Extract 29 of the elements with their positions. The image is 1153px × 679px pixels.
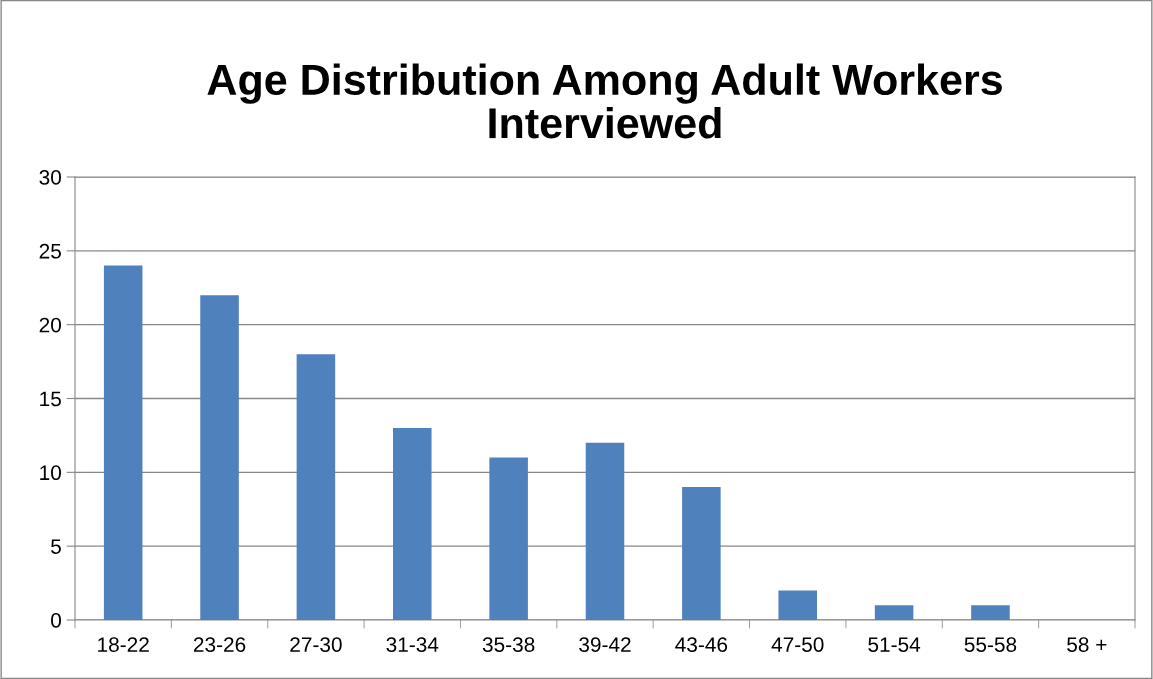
bar: [971, 605, 1010, 620]
x-tick-label: 18-22: [98, 637, 149, 652]
bar: [200, 295, 239, 620]
x-tick-label: 39-42: [579, 637, 631, 652]
bar: [874, 605, 914, 620]
x-tick-label: 51-54: [868, 637, 921, 652]
x-tick-label: 23-26: [193, 637, 246, 652]
x-tick-label: 43-46: [675, 637, 728, 652]
y-tick-label: 5: [51, 539, 61, 554]
x-tick-label: 31-34: [386, 637, 439, 652]
bar: [682, 487, 721, 620]
chart-title: Age Distribution Among Adult Workers Interviewed: [207, 63, 1002, 139]
bar: [585, 442, 625, 620]
y-tick-label: 25: [39, 243, 61, 259]
x-tick-label: 27-30: [290, 637, 342, 652]
x-tick-label: 35-38: [482, 637, 535, 652]
bar: [489, 457, 528, 620]
y-tick-label: 30: [39, 170, 61, 185]
bar: [296, 354, 336, 620]
x-tick-label: 58 +: [1067, 637, 1107, 652]
x-tick-label: 55-58: [964, 637, 1017, 652]
bar: [103, 265, 143, 620]
y-tick-label: 0: [51, 613, 61, 628]
bar: [778, 590, 817, 620]
y-tick-label: 20: [39, 317, 61, 333]
bar: [393, 428, 432, 620]
y-tick-label: 10: [40, 465, 61, 481]
x-tick-label: 47-50: [771, 637, 824, 652]
y-tick-label: 15: [40, 391, 61, 407]
